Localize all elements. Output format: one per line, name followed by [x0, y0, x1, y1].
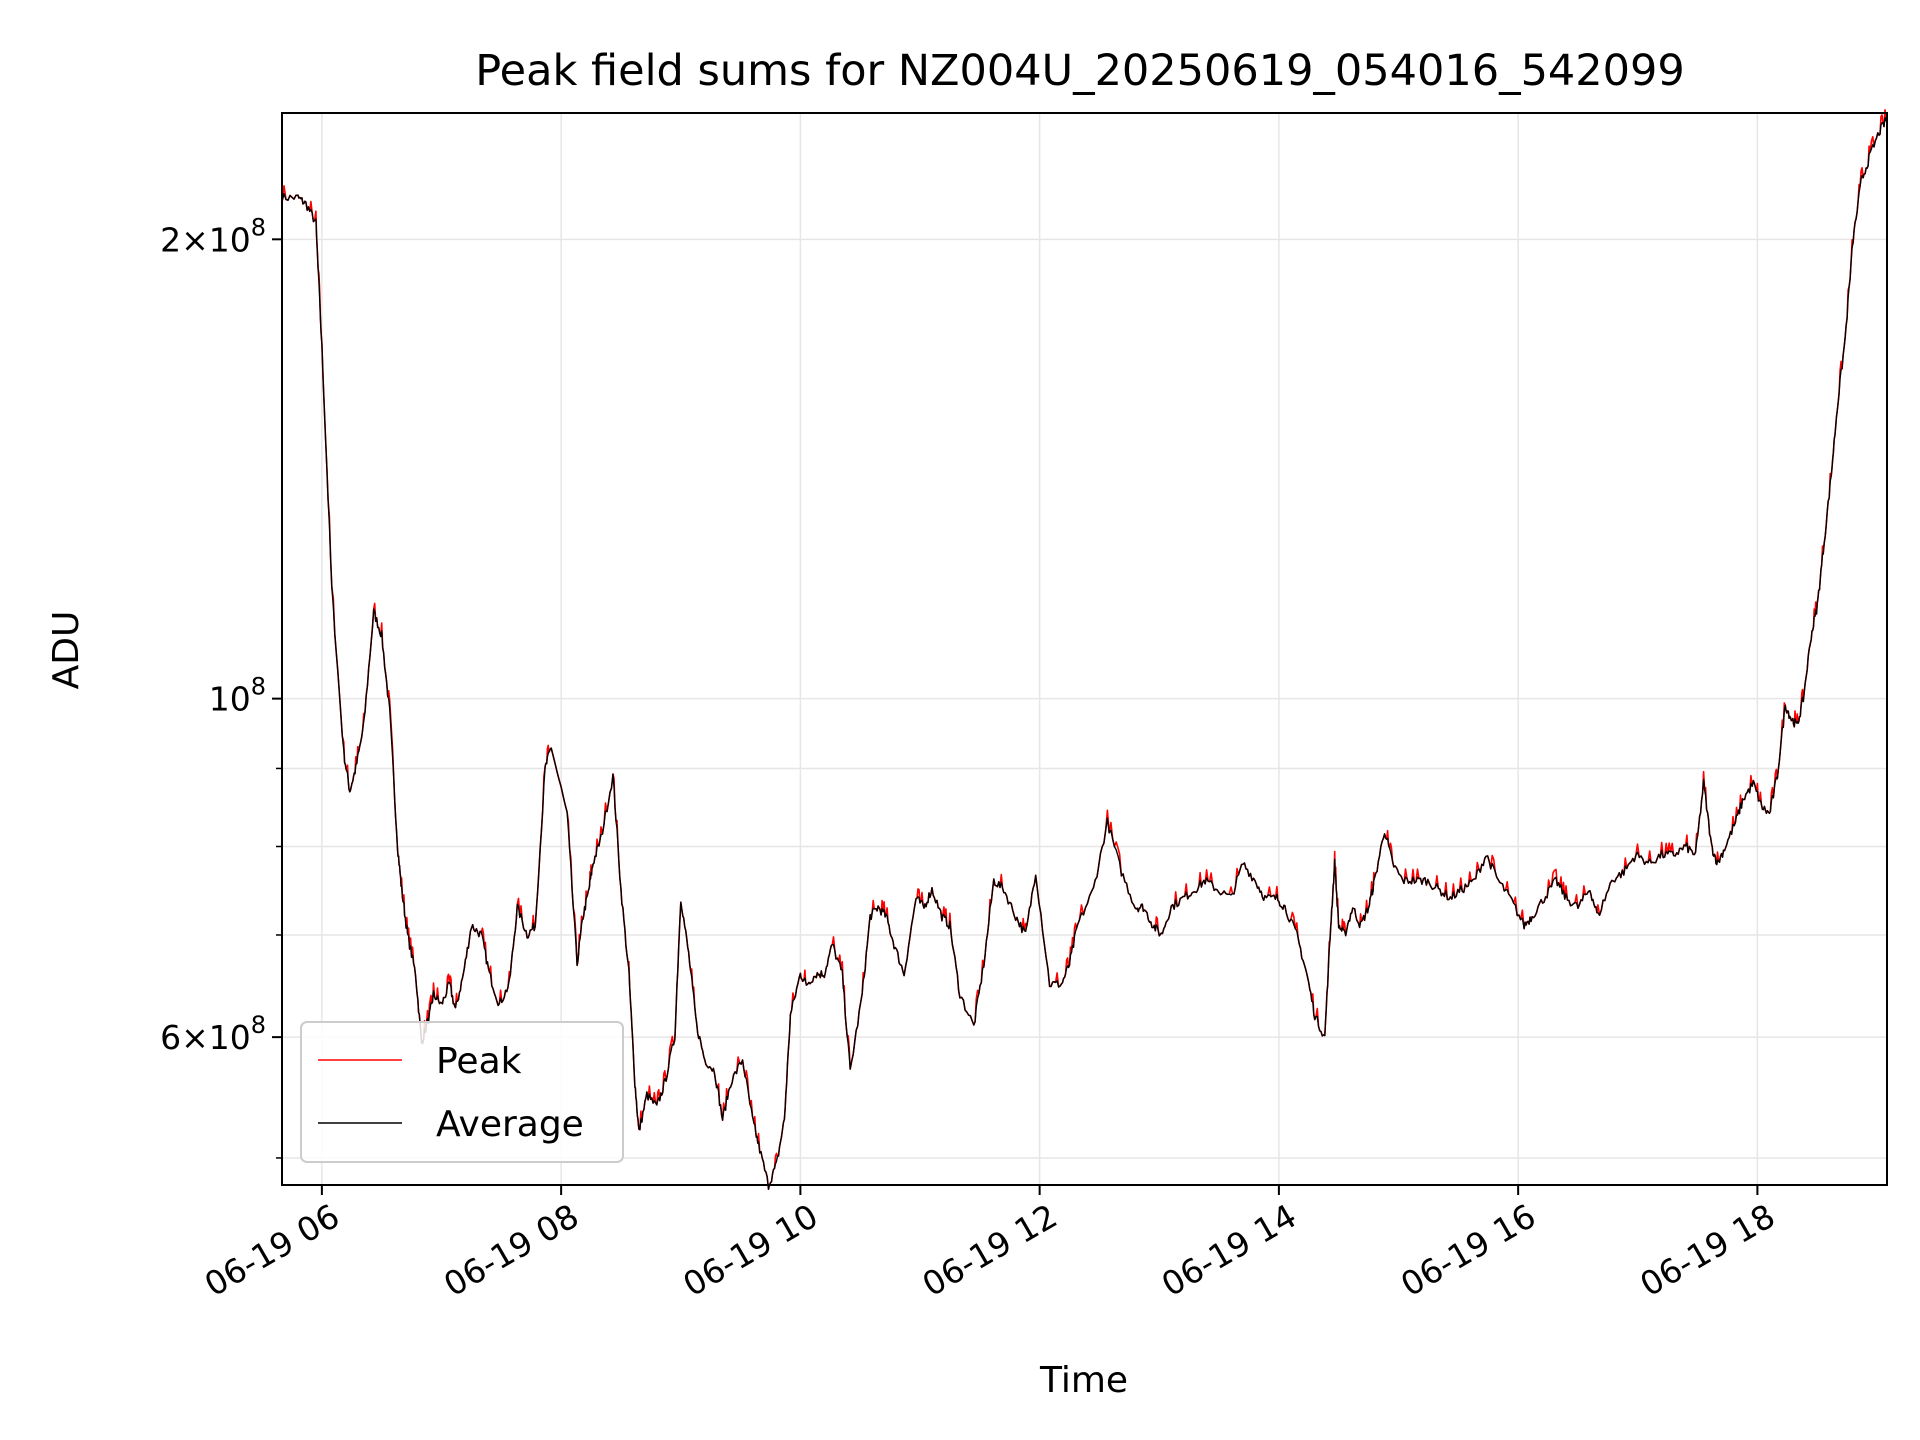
- legend-label-peak: Peak: [436, 1041, 522, 1082]
- series-line-average: [281, 116, 1888, 1190]
- grid: [282, 113, 1887, 1185]
- y-axis-label: ADU: [46, 611, 87, 690]
- legend-box: [300, 1021, 624, 1163]
- chart-title: Peak field sums for NZ004U_20250619_0540…: [475, 46, 1684, 96]
- y-tick-label: 6×108: [160, 1011, 266, 1057]
- y-tick-label: 2×108: [160, 213, 266, 259]
- series-layer: [281, 109, 1888, 1190]
- legend: Peak Average: [300, 1021, 624, 1163]
- plot-frame: [281, 112, 1888, 1186]
- x-axis-label: Time: [1039, 1360, 1128, 1401]
- legend-label-average: Average: [436, 1104, 584, 1145]
